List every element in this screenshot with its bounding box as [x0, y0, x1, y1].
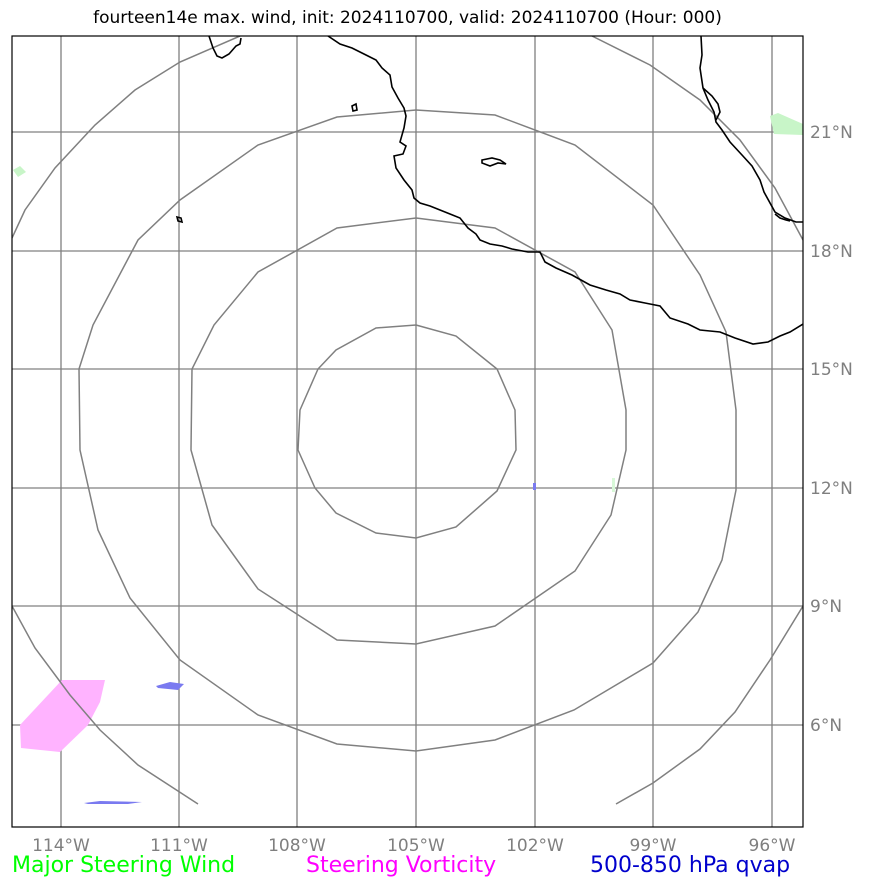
- qvap-area-1: [156, 682, 184, 690]
- lat-tick-label: 12°N: [810, 479, 853, 499]
- longitude-tick-labels: 114°W 111°W 108°W 105°W 102°W 99°W 96°W: [32, 836, 796, 856]
- lat-tick-label: 15°N: [810, 360, 853, 380]
- coast-islet: [774, 213, 791, 222]
- island-3: [175, 215, 184, 224]
- lon-tick-label: 96°W: [749, 836, 796, 856]
- range-ring-4-south: [12, 605, 199, 805]
- range-ring-4-east: [591, 36, 803, 241]
- lon-tick-label: 99°W: [630, 836, 677, 856]
- range-rings: [12, 36, 803, 805]
- range-ring-4-southeast: [615, 605, 803, 805]
- range-ring-2: [190, 217, 627, 645]
- lon-tick-label: 114°W: [32, 836, 90, 856]
- lat-tick-label: 18°N: [810, 242, 853, 262]
- steering-wind-area-3: [612, 478, 615, 492]
- baja-coast: [208, 36, 242, 59]
- legend-qvap: 500-850 hPa qvap: [590, 853, 791, 878]
- steering-wind-area-1: [770, 113, 803, 135]
- range-ring-1: [297, 324, 517, 539]
- legend-steering-vorticity: Steering Vorticity: [306, 853, 497, 878]
- latitude-tick-labels: 21°N 18°N 15°N 12°N 9°N 6°N: [810, 123, 853, 736]
- island-2: [351, 102, 358, 112]
- qvap-area-2: [84, 801, 142, 804]
- island-1: [481, 157, 507, 167]
- lat-tick-label: 6°N: [810, 716, 842, 736]
- coastline: [175, 36, 803, 345]
- lat-tick-label: 9°N: [810, 597, 842, 617]
- gulf-coast-inner: [702, 87, 721, 121]
- lon-tick-label: 111°W: [150, 836, 208, 856]
- range-ring-3: [78, 109, 737, 752]
- steering-vorticity-area: [20, 680, 105, 752]
- map-title: fourteen14e max. wind, init: 2024110700,…: [93, 8, 722, 28]
- gulf-coast: [699, 36, 803, 223]
- range-ring-4: [12, 36, 241, 239]
- steering-wind-area-2: [13, 166, 26, 177]
- lon-tick-label: 108°W: [268, 836, 326, 856]
- qvap-area-3: [533, 483, 536, 490]
- mexico-pacific-coast: [327, 36, 803, 345]
- lon-tick-label: 105°W: [387, 836, 445, 856]
- plot-frame: [11, 35, 804, 828]
- graticule: [12, 36, 803, 827]
- legend-steering-wind: Major Steering Wind: [12, 853, 236, 878]
- lat-tick-label: 21°N: [810, 123, 853, 143]
- lon-tick-label: 102°W: [506, 836, 564, 856]
